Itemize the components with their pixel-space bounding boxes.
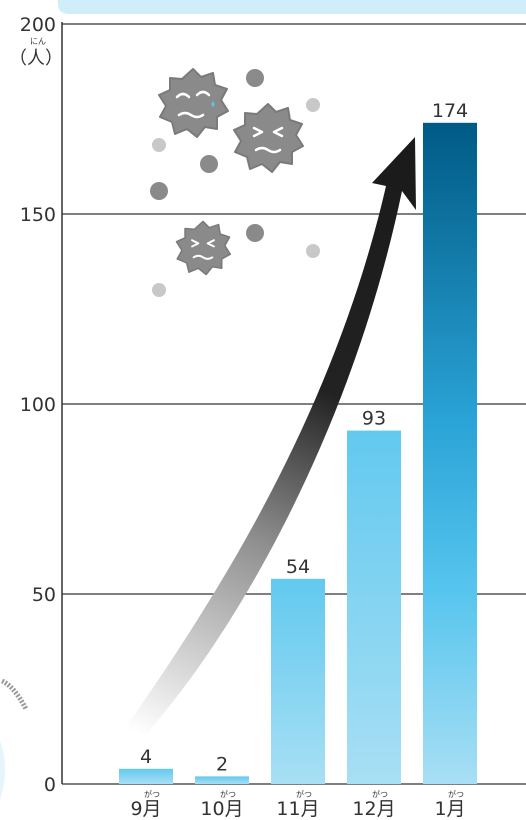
virus-cluster <box>150 68 320 297</box>
data-label: 4 <box>140 746 152 768</box>
bar <box>347 430 401 784</box>
data-label: 93 <box>362 408 386 430</box>
y-tick-label: 100 <box>20 394 56 416</box>
bar <box>119 768 173 784</box>
particle-dot <box>200 155 218 173</box>
background-stripe <box>0 678 29 711</box>
particle-dot <box>306 98 320 112</box>
x-label-reading: がつ <box>144 789 160 799</box>
y-tick-label: 50 <box>32 584 56 606</box>
y-tick-label: 150 <box>20 204 56 226</box>
x-tick-label: 9月 <box>130 798 161 820</box>
particle-dot <box>246 224 264 242</box>
y-axis-unit-reading: にん <box>30 37 46 46</box>
particle-dot <box>152 138 166 152</box>
bar <box>271 578 325 784</box>
x-label-reading: がつ <box>372 789 388 799</box>
virus-icon <box>175 220 232 276</box>
y-tick-label: 0 <box>44 774 56 796</box>
virus-icon <box>233 103 304 173</box>
bars <box>119 122 477 785</box>
y-axis-ticks: 0 50 100 150 200 <box>20 14 56 796</box>
x-tick-label: 1月 <box>434 798 465 820</box>
particle-dot <box>306 244 320 258</box>
bar <box>423 122 477 785</box>
x-tick-label: 11月 <box>276 798 319 820</box>
particle-dot <box>152 283 166 297</box>
particle-dot <box>246 69 264 87</box>
particle-dot <box>150 182 168 200</box>
y-axis-unit-label: （人） <box>9 48 63 69</box>
header-band <box>58 0 526 14</box>
background-swirl <box>0 740 5 800</box>
x-tick-label: 10月 <box>200 798 243 820</box>
y-tick-label: 200 <box>20 14 56 36</box>
x-label-reading: がつ <box>220 789 236 799</box>
data-label: 2 <box>216 753 228 775</box>
data-label: 174 <box>432 100 468 122</box>
x-tick-label: 12月 <box>352 798 395 820</box>
x-label-reading: がつ <box>448 789 464 799</box>
bar <box>195 776 249 784</box>
trend-arrow-icon <box>124 137 416 734</box>
virus-icon <box>158 68 229 138</box>
data-label: 54 <box>286 556 310 578</box>
data-labels: 4 2 54 93 174 <box>140 100 468 776</box>
x-label-reading: がつ <box>296 789 312 799</box>
